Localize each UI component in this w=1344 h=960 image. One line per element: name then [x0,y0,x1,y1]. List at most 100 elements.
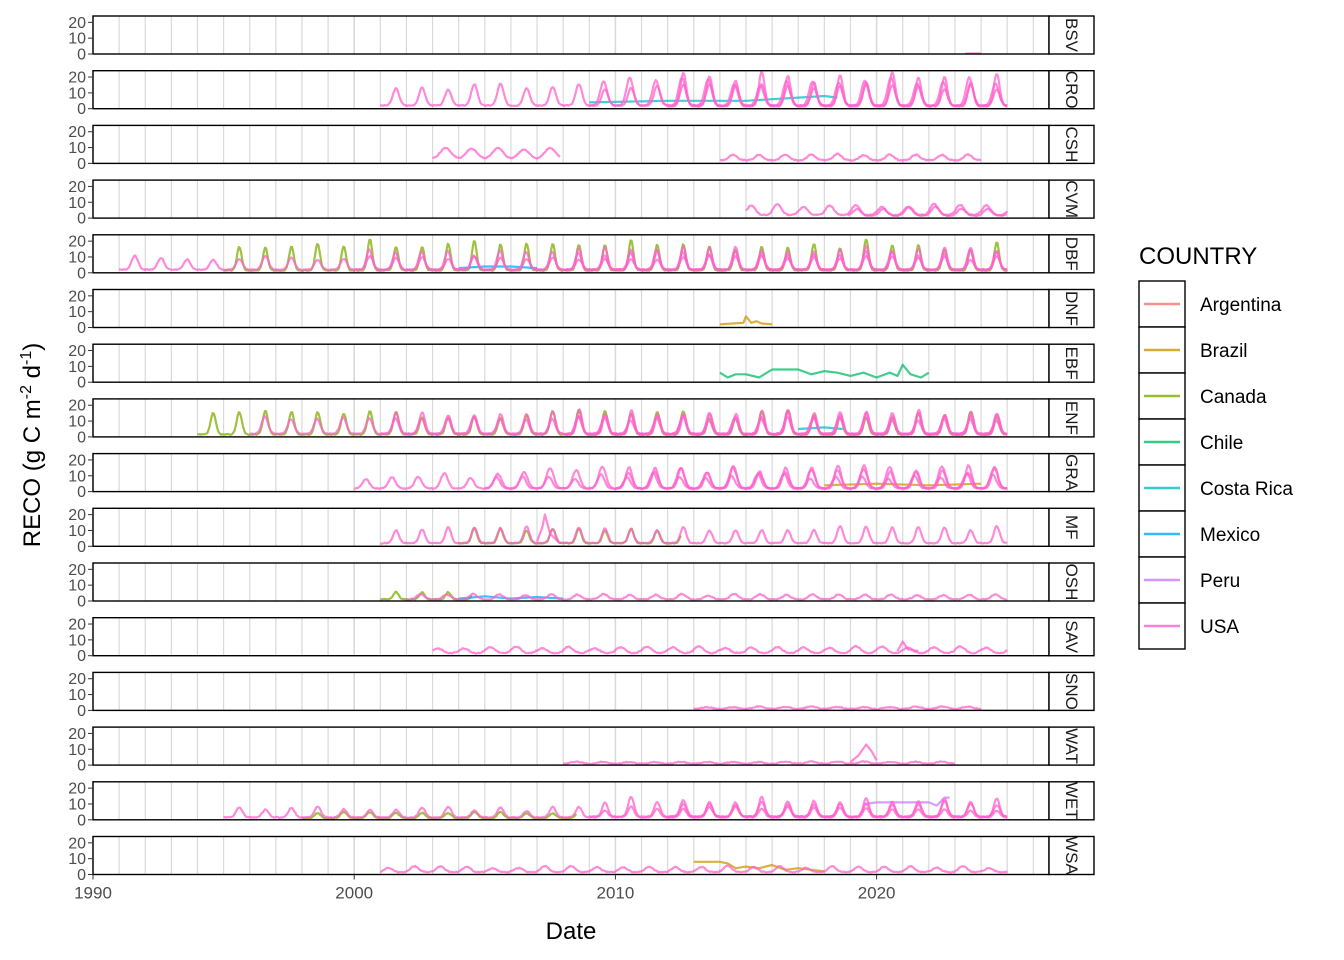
panel-border [92,671,1050,712]
y-axis-title-exponent-2: -1 [18,351,35,365]
y-tick-label: 0 [77,211,86,228]
y-tick-label: 0 [77,429,86,446]
y-tick-label: 0 [77,47,86,64]
legend-title: COUNTRY [1139,243,1257,270]
series-costa-rica-line [589,94,838,104]
y-tick-label: 0 [77,648,86,665]
y-tick-label: 10 [68,140,86,157]
y-tick-label: 20 [68,398,86,415]
series-usa-line [896,640,919,653]
legend-label: Mexico [1200,525,1260,546]
facet-strip [1048,179,1095,219]
facet-strip [1048,507,1095,547]
legend: COUNTRY Argentina Brazil Canada Chile Costa … [1138,243,1293,650]
y-tick-label: 10 [68,31,86,48]
y-tick-label: 20 [68,562,86,579]
facet-strip-label: ENF [1062,401,1081,435]
legend-label: Peru [1200,571,1240,592]
legend-item-mexico: Mexico [1138,510,1260,558]
facet-strip-label: OSH [1062,564,1081,601]
series-chile-line [719,363,930,379]
series-usa-line [380,864,1008,874]
series-usa-line [380,525,1008,545]
x-axis-title: Date [546,918,597,945]
series-usa-line [535,513,559,543]
y-tick-label: 10 [68,632,86,649]
panel-border [92,452,1050,493]
panel-border [92,15,1050,55]
facet-strip-label: WAT [1062,728,1081,764]
series-usa-line [614,464,1008,490]
facet-strip-label: DBF [1062,237,1081,271]
panel-border [92,69,1050,110]
series-brazil-line [824,482,982,487]
y-tick-label: 10 [68,249,86,266]
y-tick-label: 20 [68,781,86,798]
y-tick-label: 10 [68,523,86,540]
facet-strip [1048,288,1095,329]
y-tick-label: 20 [68,671,86,688]
series-usa-line [563,408,1008,437]
facet-strip [1048,398,1095,438]
legend-label: Argentina [1200,295,1282,316]
legend-label: Canada [1200,387,1267,408]
legend-item-chile: Chile [1138,418,1243,466]
y-tick-label: 20 [68,70,86,87]
panel-border [92,179,1050,219]
facet-strip-label: WSA [1062,836,1081,875]
y-tick-label: 10 [68,468,86,485]
y-tick-label: 0 [77,101,86,118]
legend-item-usa: USA [1138,602,1239,650]
y-axis-title-exponent-1: -2 [18,385,35,399]
series-usa-line [563,760,955,766]
x-tick-label: 2010 [596,884,634,903]
series-mexico-line [458,265,538,270]
facet-strip-label: CVM [1062,180,1081,218]
y-tick-label: 20 [68,124,86,141]
series-usa-line [693,705,982,711]
y-tick-label: 10 [68,578,86,595]
y-tick-label: 20 [68,835,86,852]
facet-strip-label: MF [1062,515,1081,540]
series-usa-line [719,152,982,162]
legend-item-canada: Canada [1138,372,1267,420]
y-axis-title-end: ) [19,343,46,351]
facet-strip-label: GRA [1062,454,1081,492]
facet-strip [1048,234,1095,274]
y-tick-label: 20 [68,617,86,634]
series-usa-line [380,409,1008,436]
legend-item-brazil: Brazil [1138,326,1248,374]
legend-label: Costa Rica [1200,479,1293,500]
series-canada-line [458,527,682,545]
y-tick-label: 10 [68,796,86,813]
y-tick-label: 20 [68,452,86,469]
series-usa-line [847,205,1008,218]
y-axis-title-mid: d [19,365,46,385]
y-tick-label: 10 [68,851,86,868]
y-tick-label: 0 [77,758,86,775]
y-tick-label: 20 [68,15,86,32]
facet-strip-label: CSH [1062,126,1081,162]
y-tick-label: 0 [77,812,86,829]
series-usa-line [406,592,1008,601]
y-tick-label: 0 [77,539,86,556]
y-tick-label: 10 [68,742,86,759]
y-tick-label: 20 [68,507,86,524]
facet-strip [1048,835,1095,876]
y-tick-label: 0 [77,156,86,173]
legend-item-costa-rica: Costa Rica [1138,464,1293,512]
y-tick-label: 0 [77,265,86,282]
x-axis: 1990 2000 2010 2020 [74,874,896,903]
